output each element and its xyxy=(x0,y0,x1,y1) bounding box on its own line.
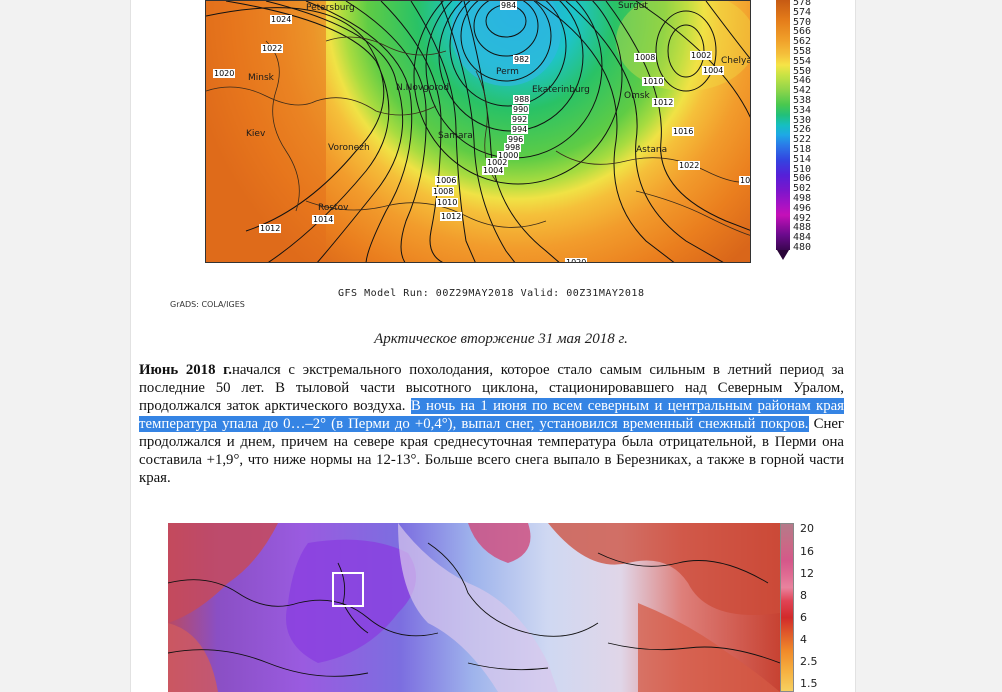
scale-tick-label: 12 xyxy=(800,567,814,580)
map-city-label: Samara xyxy=(438,131,473,141)
isobar-label: 996 xyxy=(507,135,525,144)
map-city-label: Perm xyxy=(496,67,519,77)
isobar-label: 1022 xyxy=(678,161,701,170)
isobar-label: 1012 xyxy=(652,98,675,107)
isobar-label: 1012 xyxy=(440,212,463,221)
isobar-label: 1008 xyxy=(432,187,455,196)
scale-tick-label: 2.5 xyxy=(800,655,818,668)
scale-tick-label: 506 xyxy=(793,173,812,185)
scale-tick-label: 574 xyxy=(793,6,812,18)
map-city-label: Surgut xyxy=(618,1,648,11)
isobar-label: 992 xyxy=(511,115,529,124)
geopotential-map: Petersburg Surgut Minsk N.Novgorod Ekaterinb… xyxy=(205,0,751,263)
isobar-label: 1006 xyxy=(435,176,458,185)
scale-tick-label: 498 xyxy=(793,193,812,204)
scale-tick-label: 570 xyxy=(793,16,812,28)
scale-tick-label: 488 xyxy=(793,222,812,234)
isobar-label: 1002 xyxy=(690,51,713,60)
isobar-label: 1010 xyxy=(642,77,665,86)
isobar-label: 994 xyxy=(511,125,529,134)
isobar-label: 1004 xyxy=(482,166,505,175)
isobar-label: 990 xyxy=(512,105,530,114)
isobar-label: 1004 xyxy=(702,66,725,75)
scale-tick-label: 510 xyxy=(793,163,812,175)
scale-tick-label: 522 xyxy=(793,134,812,146)
scale-tick-label: 4 xyxy=(800,633,807,646)
scale-tick-label: 526 xyxy=(793,124,812,136)
isobar-label: 1022 xyxy=(261,44,284,53)
scale-tick-label: 514 xyxy=(793,153,812,165)
isobar-label: 1020 xyxy=(213,69,236,78)
scale-tick-label: 562 xyxy=(793,36,812,48)
isobar-label: 1014 xyxy=(312,215,335,224)
scale-tick-label: 492 xyxy=(793,212,812,224)
scale-tick-label: 496 xyxy=(793,202,812,214)
scale-tick-label: 542 xyxy=(793,85,812,97)
scale-tick-label: 8 xyxy=(800,589,807,602)
scale-tick-label: 530 xyxy=(793,114,812,126)
map-city-label: Chelyab xyxy=(721,56,750,66)
isobar-label: 998 xyxy=(504,143,522,152)
paragraph-lead: Июнь 2018 г. xyxy=(139,362,232,378)
color-scale-bar xyxy=(776,0,790,250)
isobar-label: 1010 xyxy=(436,198,459,207)
isobar-label: 1024 xyxy=(270,15,293,24)
scale-tick-label: 502 xyxy=(793,183,812,195)
scale-tick-label: 484 xyxy=(793,232,812,244)
scale-tick-label: 534 xyxy=(793,104,812,116)
geopotential-color-scale: 578 574 570 566 562 558 554 550 546 542 538 534 530 5… xyxy=(776,0,820,262)
scale-tick-label: 550 xyxy=(793,65,812,77)
scale-tick-label: 554 xyxy=(793,55,812,67)
scale-tick-label: 558 xyxy=(793,46,812,57)
map-city-label: Astana xyxy=(636,145,668,155)
isobar-label: 1002 xyxy=(486,158,509,167)
isobar-label: 1012 xyxy=(259,224,282,233)
isobar-label: 101 xyxy=(739,176,750,185)
scale-tick-label: 546 xyxy=(793,75,812,87)
scale-tick-label: 20 xyxy=(800,522,814,535)
map-city-label: Kiev xyxy=(246,129,266,139)
grads-credit: GrADS: COLA/IGES xyxy=(170,300,245,309)
temperature-color-scale: 20 16 12 8 6 4 2.5 1.5 xyxy=(780,523,820,692)
scale-tick-label: 518 xyxy=(793,144,812,155)
scale-tick-label: 6 xyxy=(800,611,807,624)
isobar-label: 1000 xyxy=(497,151,520,160)
temperature-map xyxy=(168,523,780,692)
isobar-label: 1008 xyxy=(634,53,657,62)
map-city-label: Omsk xyxy=(624,91,650,101)
color-scale-bar xyxy=(780,523,794,692)
scale-tick-label: 566 xyxy=(793,26,812,38)
map-city-label: N.Novgorod xyxy=(396,83,450,93)
map-city-label: Voronezh xyxy=(328,143,370,153)
isobar-label: 982 xyxy=(513,55,531,64)
isobar-label: 1016 xyxy=(672,127,695,136)
scale-tick-label: 480 xyxy=(793,242,812,253)
model-run-caption: GFS Model Run: 00Z29MAY2018 Valid: 00Z31… xyxy=(338,288,645,299)
figure-caption: Арктическое вторжение 31 мая 2018 г. xyxy=(374,331,628,347)
isobar-label: 1020 xyxy=(565,258,588,262)
paragraph-text-1: начался с экстремального похолодания, ко… xyxy=(139,362,844,414)
isobar-label: 988 xyxy=(513,95,531,104)
map-city-label: Rostov xyxy=(318,203,349,213)
scale-arrow-icon xyxy=(777,250,789,260)
scale-tick-label: 1.5 xyxy=(800,677,818,690)
article-paragraph: Июнь 2018 г.начался с экстремального пох… xyxy=(139,361,844,487)
map-city-label: Petersburg xyxy=(306,3,355,13)
paragraph-text-2: Снег продолжался и днем, причем на север… xyxy=(139,416,845,486)
map-city-label: Minsk xyxy=(248,73,274,83)
isobar-label: 984 xyxy=(500,1,518,10)
scale-tick-label: 16 xyxy=(800,545,814,558)
scale-tick-label: 538 xyxy=(793,95,812,106)
map-city-label: Ekaterinburg xyxy=(532,85,590,95)
scale-tick-label: 578 xyxy=(793,0,812,8)
